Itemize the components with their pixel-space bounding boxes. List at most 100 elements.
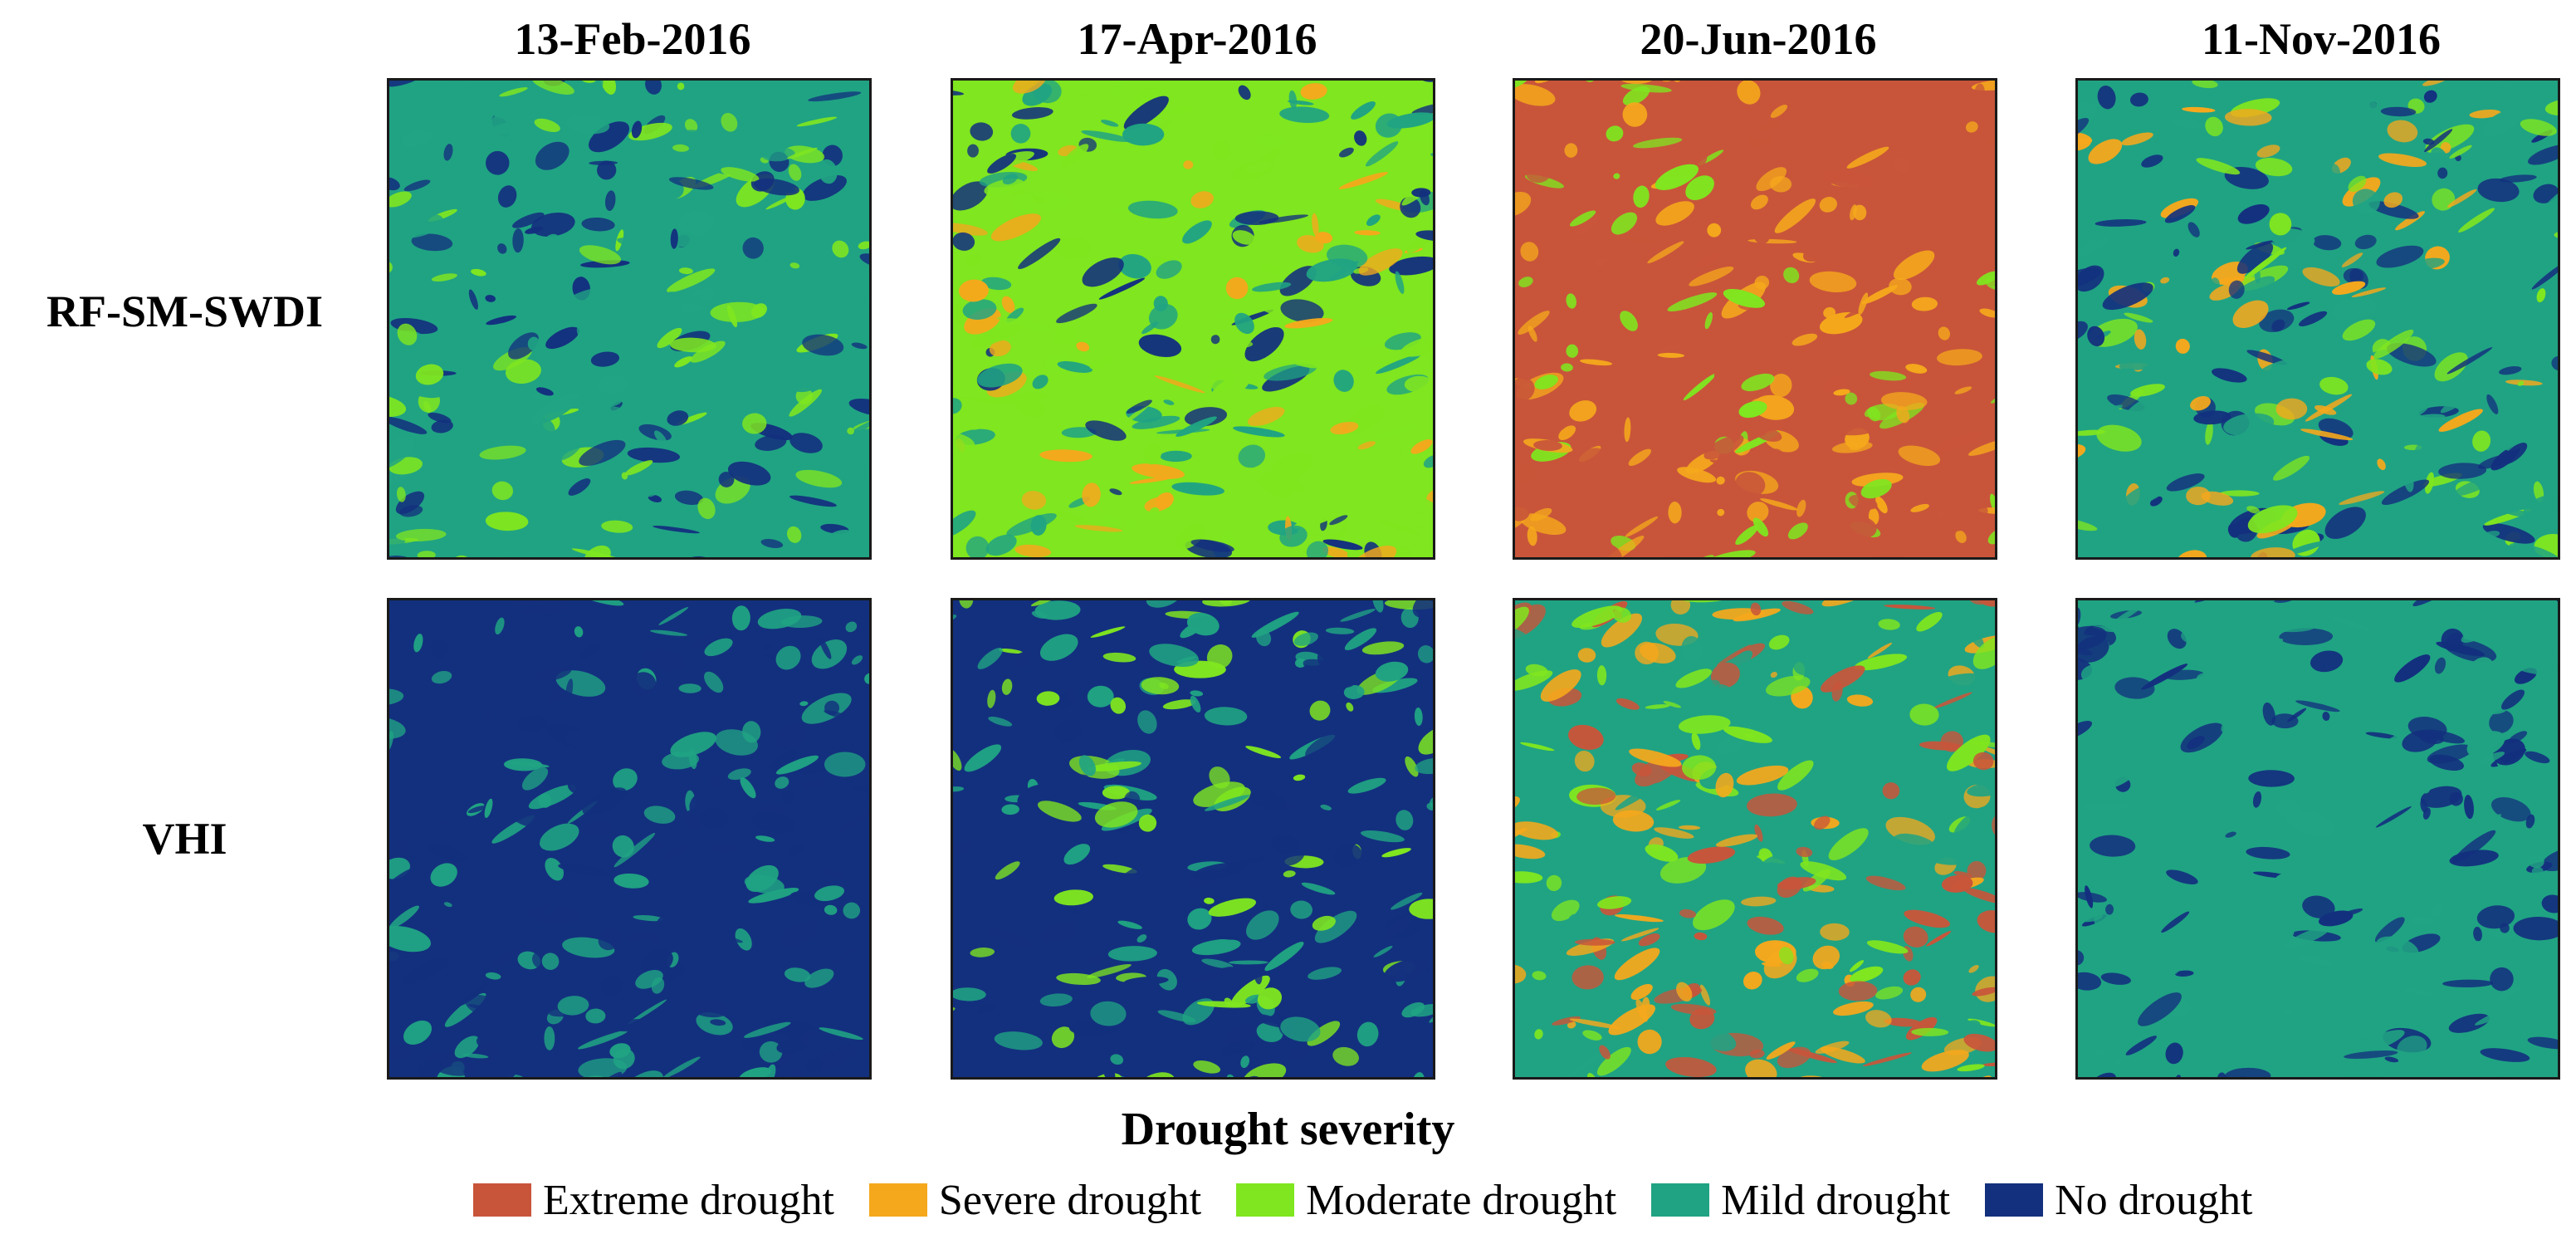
map-patch bbox=[1325, 627, 1355, 634]
map-patch bbox=[472, 1041, 499, 1065]
map-patch bbox=[2508, 731, 2528, 744]
map-patch bbox=[566, 115, 610, 135]
map-patch bbox=[417, 1059, 442, 1077]
map-patch bbox=[970, 325, 1022, 348]
map-patch bbox=[1601, 613, 1643, 648]
map-patch bbox=[1333, 370, 1354, 392]
map-patch bbox=[2315, 342, 2334, 354]
map-patch bbox=[2205, 116, 2223, 137]
map-patch bbox=[1102, 786, 1130, 800]
map-patch bbox=[2429, 754, 2465, 771]
map-patch bbox=[1357, 441, 1376, 450]
map-patch bbox=[2520, 119, 2557, 136]
map-patch bbox=[1389, 256, 1435, 276]
map-patch bbox=[1053, 889, 1093, 906]
map-patch bbox=[1411, 188, 1431, 198]
map-patch bbox=[473, 1060, 518, 1080]
map-patch bbox=[814, 885, 844, 902]
map-patch bbox=[952, 232, 975, 251]
map-patch bbox=[1361, 641, 1405, 655]
map-patch bbox=[1572, 965, 1604, 990]
map-patch bbox=[2275, 398, 2308, 420]
map-patch bbox=[1085, 420, 1127, 441]
map-patch bbox=[1704, 311, 1713, 330]
map-patch bbox=[761, 147, 795, 162]
map-patch bbox=[500, 536, 536, 560]
map-patch bbox=[1513, 624, 1532, 645]
map-patch bbox=[1101, 120, 1119, 127]
map-patch bbox=[629, 203, 654, 224]
map-patch bbox=[1553, 180, 1581, 193]
map-patch bbox=[1375, 661, 1409, 682]
map-patch bbox=[1258, 149, 1281, 165]
map-patch bbox=[1214, 311, 1244, 319]
map-patch bbox=[820, 399, 856, 415]
map-patch bbox=[447, 78, 468, 93]
map-patch bbox=[1857, 1036, 1894, 1060]
map-patch bbox=[1576, 787, 1616, 806]
map-patch bbox=[2383, 192, 2403, 208]
map-patch bbox=[1407, 694, 1416, 702]
map-patch bbox=[2225, 831, 2236, 838]
map-patch bbox=[2326, 477, 2359, 491]
map-patch bbox=[1741, 373, 1775, 392]
map-patch bbox=[1596, 665, 1607, 686]
map-patch bbox=[1754, 824, 1763, 842]
map-patch bbox=[423, 400, 432, 414]
map-patch bbox=[2478, 752, 2505, 765]
map-patch bbox=[1796, 968, 1819, 982]
map-patch bbox=[1056, 303, 1097, 324]
map-patch bbox=[1123, 95, 1169, 130]
map-patch bbox=[1767, 448, 1786, 470]
map-patch bbox=[2160, 277, 2170, 284]
map-patch bbox=[387, 869, 411, 895]
map-patch bbox=[2182, 257, 2210, 272]
map-patch bbox=[2075, 267, 2101, 291]
map-patch bbox=[633, 914, 665, 922]
map-patch bbox=[1833, 1001, 1874, 1016]
map-patch bbox=[742, 721, 761, 743]
map-patch bbox=[521, 766, 549, 791]
map-patch bbox=[2397, 1036, 2427, 1060]
map-patch bbox=[1287, 492, 1306, 509]
map-patch bbox=[2244, 474, 2257, 492]
map-canvas bbox=[951, 78, 1435, 560]
map-patch bbox=[2472, 430, 2491, 452]
map-patch bbox=[688, 998, 729, 1018]
map-patch bbox=[443, 144, 453, 161]
map-patch bbox=[2236, 900, 2247, 913]
map-patch bbox=[2266, 1001, 2317, 1013]
map-patch bbox=[1290, 900, 1313, 919]
map-patch bbox=[2286, 301, 2310, 311]
map-patch bbox=[1723, 726, 1772, 743]
map-patch bbox=[2533, 325, 2556, 335]
map-patch bbox=[718, 472, 735, 487]
map-patch bbox=[2158, 713, 2200, 728]
map-patch bbox=[1288, 90, 1298, 110]
map-patch bbox=[800, 1030, 824, 1046]
map-patch bbox=[806, 1056, 823, 1073]
map-patch bbox=[796, 116, 838, 127]
map-patch bbox=[2411, 257, 2445, 270]
map-patch bbox=[1795, 832, 1826, 845]
map-patch bbox=[1738, 400, 1767, 419]
map-patch bbox=[1338, 147, 1354, 158]
map-patch bbox=[1926, 931, 1952, 947]
map-patch bbox=[512, 811, 552, 829]
map-patch bbox=[1849, 494, 1878, 510]
map-patch bbox=[1862, 1052, 1912, 1066]
map-patch bbox=[740, 777, 756, 799]
map-patch bbox=[1754, 230, 1770, 244]
map-patch bbox=[2426, 301, 2441, 313]
map-patch bbox=[454, 1036, 480, 1059]
map-patch bbox=[1770, 671, 1777, 678]
map-patch bbox=[1251, 1013, 1289, 1028]
map-patch bbox=[2106, 769, 2138, 789]
map-patch bbox=[1568, 913, 1582, 928]
map-patch bbox=[1940, 731, 1963, 752]
map-patch bbox=[2489, 710, 2514, 734]
map-patch bbox=[1010, 124, 1031, 144]
map-patch bbox=[1735, 472, 1766, 497]
map-patch bbox=[1513, 828, 1528, 849]
map-patch bbox=[2182, 106, 2216, 113]
